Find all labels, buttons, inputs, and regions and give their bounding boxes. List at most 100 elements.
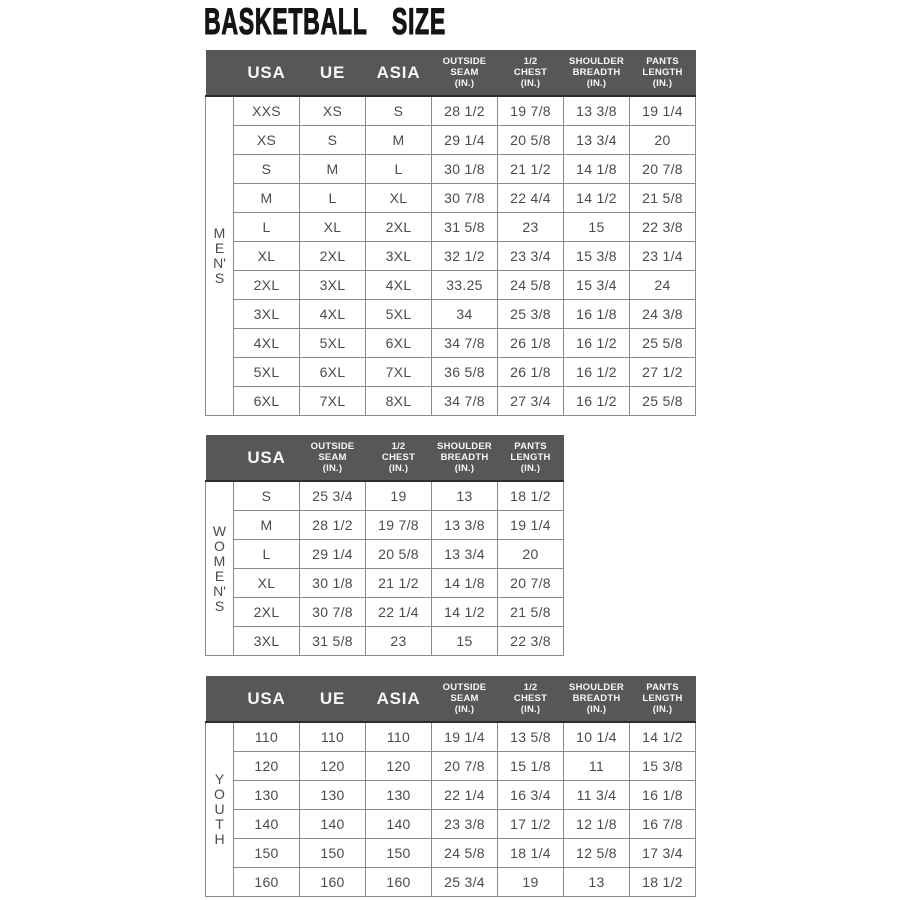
size-cell: 2XL xyxy=(233,270,300,300)
size-cell: 31 5/8 xyxy=(431,212,498,242)
size-cell: 29 1/4 xyxy=(299,539,366,569)
column-header: SHOULDER BREADTH (IN.) xyxy=(563,50,630,97)
size-cell: 22 4/4 xyxy=(497,183,564,213)
size-cell: 27 1/2 xyxy=(629,357,696,387)
size-cell: 150 xyxy=(233,838,300,868)
size-cell: 3XL xyxy=(233,626,300,656)
size-cell: 20 xyxy=(497,539,564,569)
column-header: OUTSIDE SEAM (IN.) xyxy=(431,676,498,723)
size-cell: 15 3/8 xyxy=(563,241,630,271)
group-label-letter: U xyxy=(214,801,225,817)
size-cell: 21 5/8 xyxy=(497,597,564,627)
header-line: CHEST xyxy=(513,67,548,78)
size-cell: 22 1/4 xyxy=(365,597,432,627)
group-label-letter: N' xyxy=(213,255,226,271)
size-cell: 6XL xyxy=(299,357,366,387)
size-cell: 16 1/8 xyxy=(563,299,630,329)
size-cell: 3XL xyxy=(365,241,432,271)
size-cell: 27 3/4 xyxy=(497,386,564,416)
size-cell: 140 xyxy=(365,809,432,839)
size-cell: 34 7/8 xyxy=(431,328,498,358)
table-row: 3XL 31 5/8 23 15 22 3/8 xyxy=(206,626,564,656)
size-cell: 13 3/8 xyxy=(563,95,630,126)
size-cell: 34 xyxy=(431,299,498,329)
header-line: 1/2 xyxy=(391,441,406,452)
group-label-letter: O xyxy=(214,537,225,554)
size-cell: 2XL xyxy=(365,212,432,242)
size-cell: 16 1/2 xyxy=(563,357,630,387)
table-row: 2XL 30 7/8 22 1/4 14 1/2 21 5/8 xyxy=(206,597,564,627)
size-cell: 23 1/4 xyxy=(629,241,696,271)
size-cell: 14 1/2 xyxy=(629,721,696,752)
table-row: XL 30 1/8 21 1/2 14 1/8 20 7/8 xyxy=(206,568,564,598)
size-cell: S xyxy=(233,154,300,184)
header-line: (IN.) xyxy=(586,704,607,715)
size-cell: M xyxy=(365,125,432,155)
header-line: USA xyxy=(247,447,286,467)
size-cell: 120 xyxy=(299,751,366,781)
column-header: USA xyxy=(233,676,300,723)
size-cell: 36 5/8 xyxy=(431,357,498,387)
size-cell: 20 5/8 xyxy=(497,125,564,155)
header-line: UE xyxy=(319,688,346,708)
size-cell: 25 5/8 xyxy=(629,328,696,358)
group-label-letter: N' xyxy=(213,582,226,599)
column-header: PANTS LENGTH (IN.) xyxy=(629,50,696,97)
size-cell: 10 1/4 xyxy=(563,721,630,752)
size-cell: 18 1/2 xyxy=(497,480,564,511)
column-header: OUTSIDE SEAM (IN.) xyxy=(431,50,498,97)
header-line: ASIA xyxy=(376,62,421,82)
size-cell: 26 1/8 xyxy=(497,357,564,387)
size-cell: 23 xyxy=(365,626,432,656)
column-header: UE xyxy=(299,50,366,97)
size-cell: 17 3/4 xyxy=(629,838,696,868)
size-cell: XL xyxy=(365,183,432,213)
size-cell: 31 5/8 xyxy=(299,626,366,656)
size-cell: 16 1/2 xyxy=(563,328,630,358)
header-line: USA xyxy=(247,62,286,82)
size-cell: XS xyxy=(233,125,300,155)
size-cell: 120 xyxy=(233,751,300,781)
size-cell: 29 1/4 xyxy=(431,125,498,155)
size-cell: 160 xyxy=(233,867,300,897)
header-line: SEAM xyxy=(450,693,479,704)
size-cell: 16 7/8 xyxy=(629,809,696,839)
size-cell: 11 xyxy=(563,751,630,781)
size-cell: 33.25 xyxy=(431,270,498,300)
header-line: ASIA xyxy=(376,688,421,708)
size-cell: 28 1/2 xyxy=(299,510,366,540)
table-row: 6XL 7XL 8XL 34 7/8 27 3/4 16 1/2 25 5/8 xyxy=(206,386,696,416)
size-cell: 13 3/8 xyxy=(431,510,498,540)
size-cell: 150 xyxy=(299,838,366,868)
womens-size-section: USA OUTSIDE SEAM (IN.) 1/2 CHEST (IN.) SHOULDER… xyxy=(205,435,564,656)
header-line: (IN.) xyxy=(454,463,475,474)
group-label-letter: E xyxy=(214,240,225,256)
column-header: 1/2 CHEST (IN.) xyxy=(365,435,432,482)
header-line: LENGTH xyxy=(642,693,683,704)
size-cell: 19 xyxy=(497,867,564,897)
header-line: OUTSIDE xyxy=(442,56,487,67)
table-row: 140 140 140 23 3/8 17 1/2 12 1/8 16 7/8 xyxy=(206,809,696,839)
header-line: (IN.) xyxy=(520,78,541,89)
size-cell: 15 3/8 xyxy=(629,751,696,781)
corner-cell xyxy=(205,50,234,97)
size-cell: 110 xyxy=(299,721,366,752)
size-cell: 110 xyxy=(233,721,300,752)
group-label-letter: M xyxy=(213,225,226,241)
size-cell: 16 3/4 xyxy=(497,780,564,810)
mens-group-label: M E N' S xyxy=(205,95,234,416)
size-cell: 14 1/8 xyxy=(431,568,498,598)
size-cell: 24 xyxy=(629,270,696,300)
mens-table: USA UE ASIA OUTSIDE SEAM (IN.) 1/2 CHEST (IN.) SH… xyxy=(205,50,696,416)
size-cell: L xyxy=(233,539,300,569)
header-line: CHEST xyxy=(513,693,548,704)
header-line: (IN.) xyxy=(454,78,475,89)
youth-size-section: USA UE ASIA OUTSIDE SEAM (IN.) 1/2 CHEST (IN.) SH… xyxy=(205,676,696,897)
group-label-letter: O xyxy=(214,786,225,802)
size-cell: XXS xyxy=(233,95,300,126)
size-cell: 21 1/2 xyxy=(497,154,564,184)
size-cell: M xyxy=(233,510,300,540)
size-cell: 130 xyxy=(299,780,366,810)
column-header: USA xyxy=(233,435,300,482)
table-row: 2XL 3XL 4XL 33.25 24 5/8 15 3/4 24 xyxy=(206,270,696,300)
